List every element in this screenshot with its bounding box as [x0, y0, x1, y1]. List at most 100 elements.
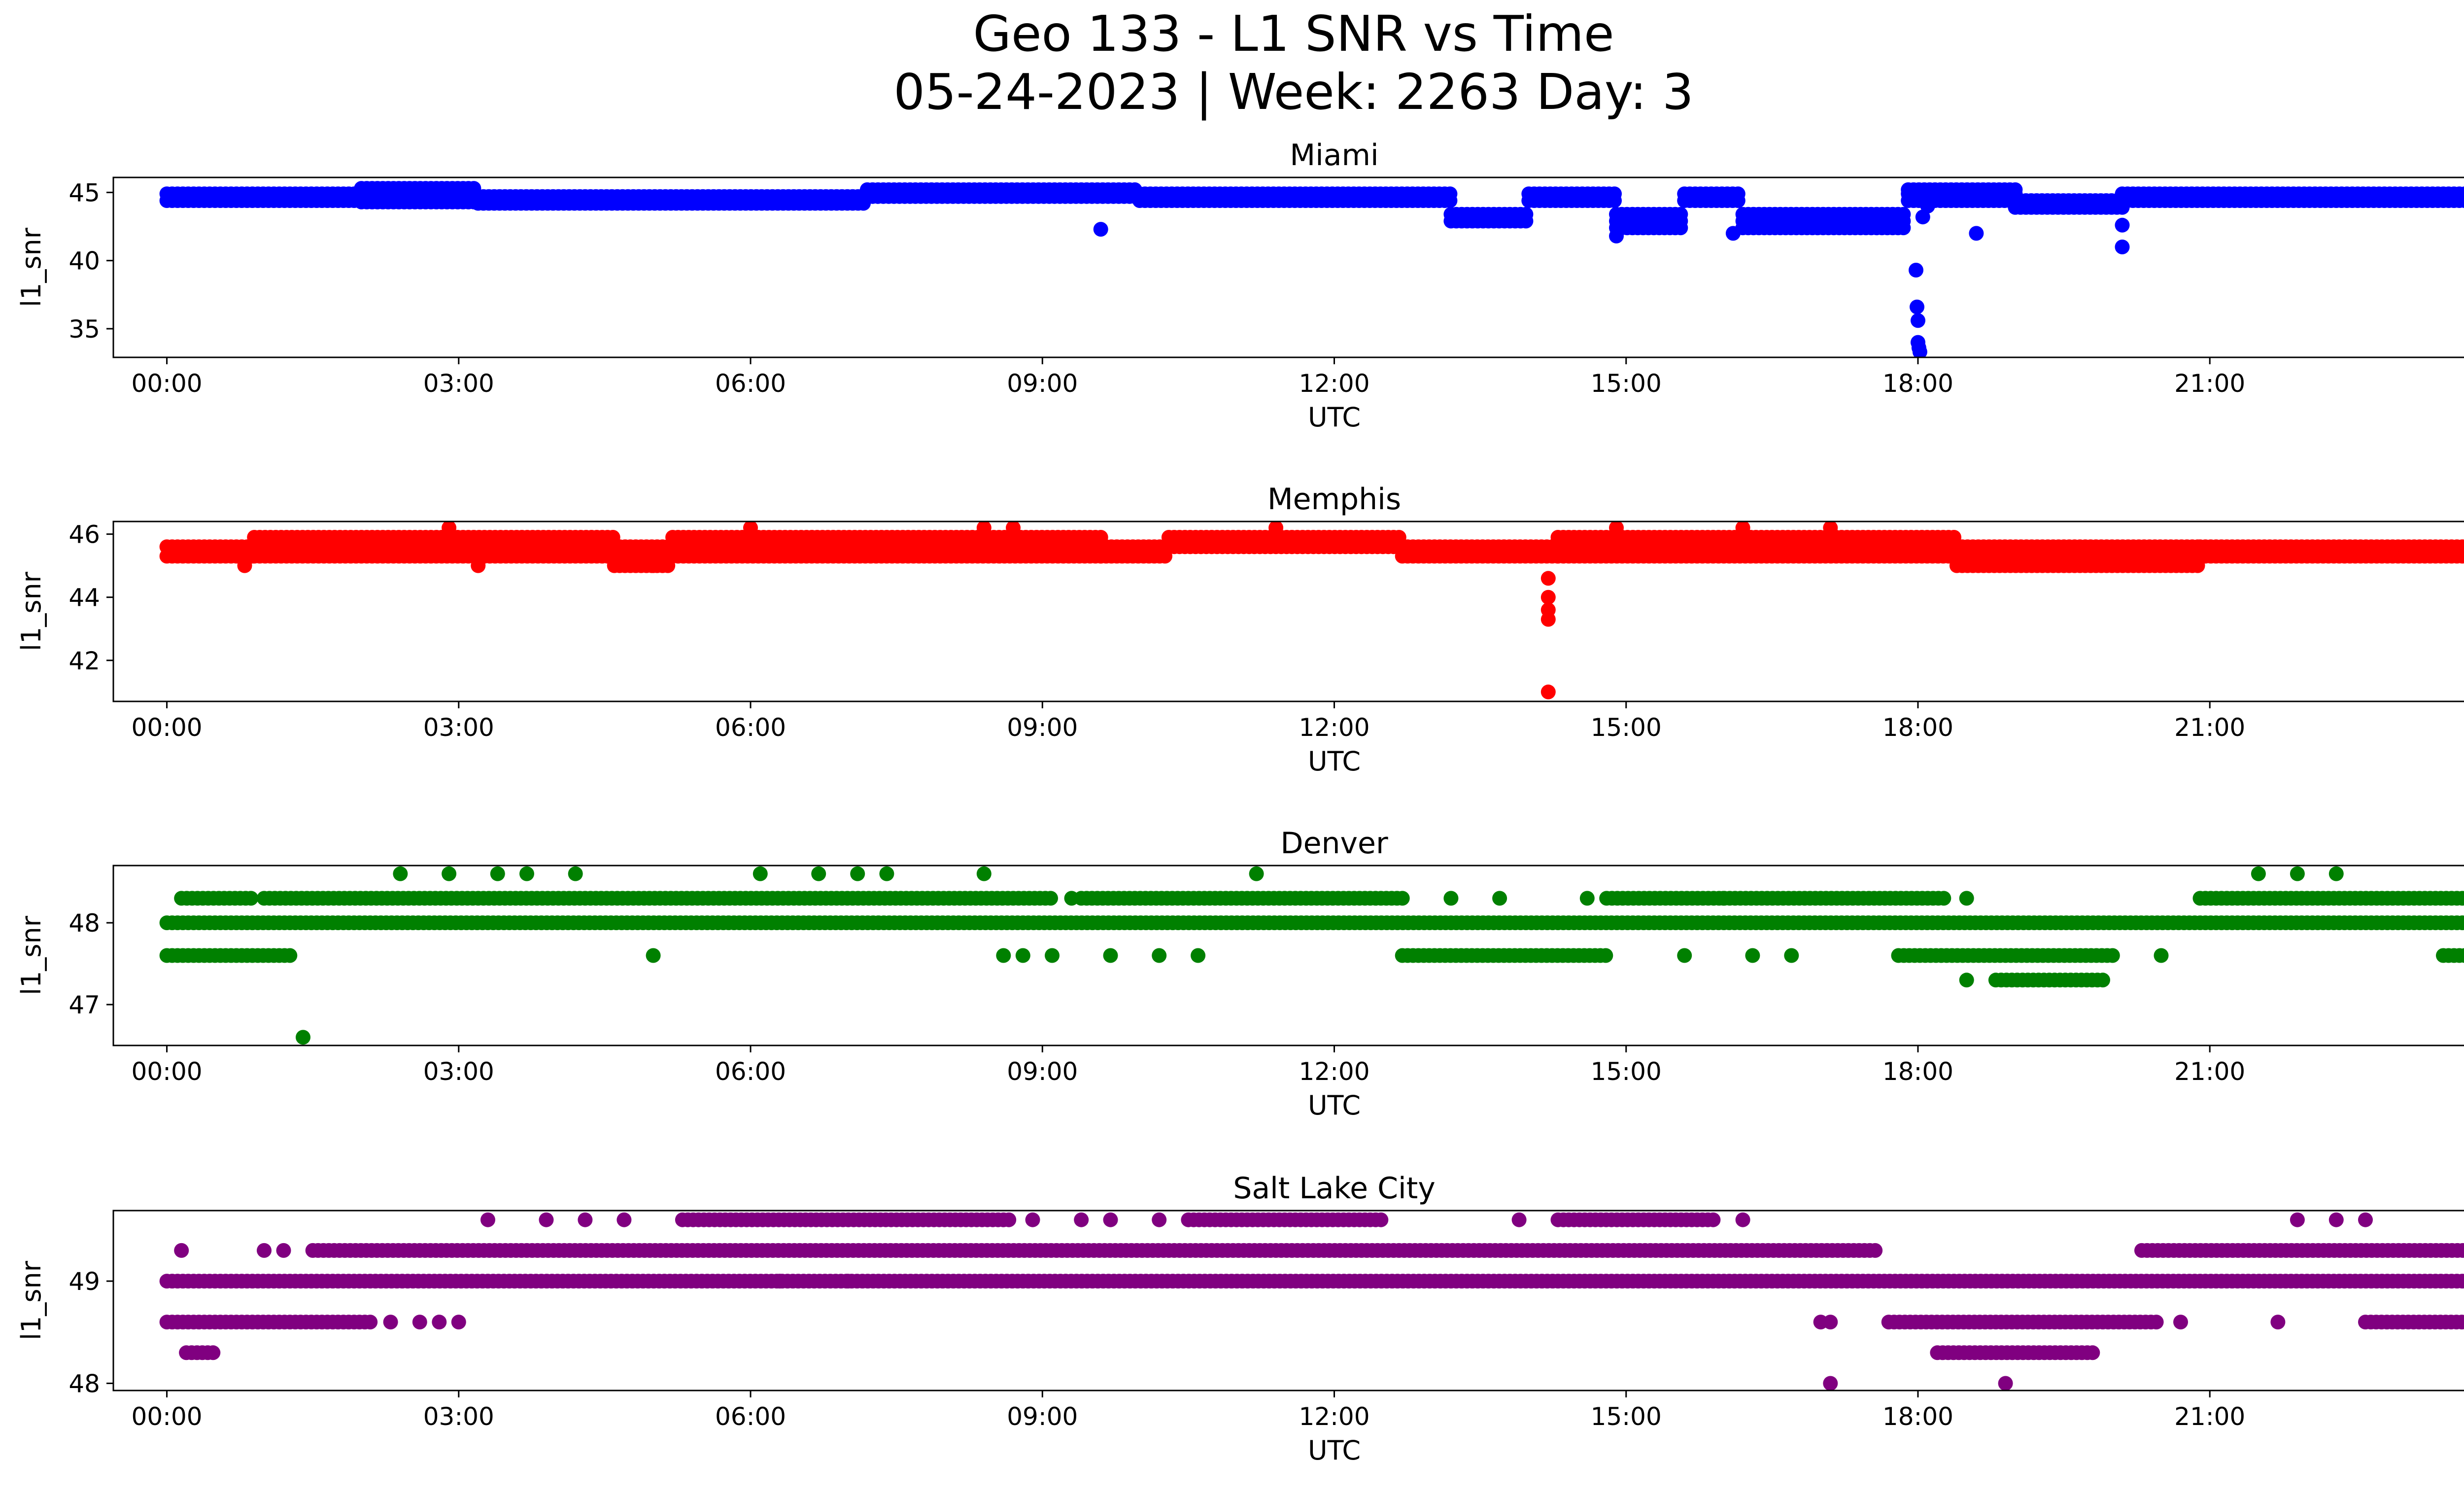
data-point [1607, 186, 1622, 202]
data-point [363, 1315, 378, 1330]
data-point [2154, 948, 2169, 963]
data-point [1045, 948, 1060, 963]
y-axis-label: l1_snr [16, 1260, 47, 1340]
data-point [850, 866, 865, 881]
data-point [811, 866, 826, 881]
x-axis-label: UTC [1308, 1435, 1361, 1466]
data-point [1511, 1212, 1527, 1227]
data-point [442, 522, 457, 535]
data-point [1823, 522, 1838, 535]
x-tick-label: 03:00 [423, 1402, 494, 1431]
data-point [2270, 1315, 2286, 1330]
data-point [2460, 892, 2464, 905]
y-tick-label: 42 [68, 647, 100, 675]
y-tick-label: 46 [68, 521, 100, 549]
data-point [2085, 1345, 2100, 1360]
data-point [2460, 916, 2464, 930]
data-point [1268, 522, 1284, 535]
data-point [1716, 891, 1731, 906]
data-point [879, 866, 894, 881]
data-point [519, 866, 534, 881]
data-point [257, 1243, 272, 1258]
data-point [2173, 1315, 2188, 1330]
data-point [1025, 1212, 1040, 1227]
data-point [2290, 1212, 2305, 1227]
x-tick-label: 00:00 [132, 1057, 203, 1086]
data-point [976, 866, 992, 881]
data-point [1784, 948, 1799, 963]
data-point [2461, 1244, 2464, 1257]
x-tick-label: 21:00 [2174, 1057, 2245, 1086]
subplot-panels: Miami 00:00 03:00 06:00 09:00 12:00 15:00 18:00… [16, 138, 2464, 1466]
data-point [243, 891, 259, 906]
y-axis-label: l1_snr [16, 227, 47, 307]
data-point [1152, 948, 1167, 963]
data-point [442, 866, 457, 881]
y-tick-label: 48 [68, 909, 100, 938]
data-point [2290, 866, 2305, 881]
data-points [159, 522, 2464, 699]
data-point [1609, 522, 1624, 535]
x-axis-label: UTC [1308, 1090, 1361, 1121]
data-point [393, 866, 408, 881]
data-point [2358, 1212, 2373, 1227]
x-tick-label: 09:00 [1007, 1402, 1078, 1431]
subplot-3: Salt Lake City 00:00 03:00 06:00 09:00 12:00 1… [16, 1171, 2464, 1466]
data-point [1609, 228, 1624, 243]
data-point [2457, 948, 2464, 963]
subplot-2: Denver 00:00 03:00 06:00 09:00 12:00 15:00 18:0… [16, 826, 2464, 1121]
x-tick-label: 12:00 [1299, 369, 1369, 398]
data-point [539, 1212, 554, 1227]
data-point [1725, 226, 1741, 241]
data-point [578, 1212, 593, 1227]
x-tick-label: 15:00 [1591, 1402, 1662, 1431]
y-axis-label: l1_snr [16, 571, 47, 651]
x-tick-label: 09:00 [1007, 713, 1078, 742]
data-point [616, 1212, 632, 1227]
data-points [159, 1212, 2464, 1391]
data-point [1373, 1212, 1389, 1227]
y-tick-label: 45 [68, 178, 100, 207]
data-point [1492, 891, 1507, 906]
x-axis-label: UTC [1308, 746, 1361, 777]
x-tick-label: 06:00 [715, 369, 786, 398]
data-point [1043, 891, 1058, 906]
data-point [205, 1345, 221, 1360]
data-point [451, 1315, 466, 1330]
subplot-0: Miami 00:00 03:00 06:00 09:00 12:00 15:00 18:00… [16, 138, 2464, 433]
x-tick-label: 12:00 [1299, 1402, 1369, 1431]
data-point [1735, 1212, 1750, 1227]
data-point [2460, 1315, 2464, 1329]
data-point [1896, 207, 1911, 222]
data-point [1249, 866, 1264, 881]
data-point [1677, 948, 1692, 963]
data-point [1969, 226, 1984, 241]
data-point [2460, 540, 2464, 554]
data-point [1706, 1212, 1721, 1227]
x-tick-label: 09:00 [1007, 369, 1078, 398]
data-points [159, 181, 2464, 357]
data-point [2463, 189, 2464, 198]
data-point [996, 948, 1011, 963]
figure-title-line-1: Geo 133 - L1 SNR vs Time [973, 5, 1614, 63]
data-point [432, 1315, 447, 1330]
y-tick-label: 48 [68, 1369, 100, 1398]
x-tick-label: 09:00 [1007, 1057, 1078, 1086]
data-point [2460, 1274, 2464, 1288]
data-point [276, 1243, 291, 1258]
y-tick-label: 47 [68, 991, 100, 1019]
x-tick-label: 03:00 [423, 713, 494, 742]
x-tick-label: 06:00 [715, 713, 786, 742]
data-point [1598, 948, 1613, 963]
data-point [1191, 948, 1206, 963]
subplot-title: Denver [1280, 826, 1388, 861]
data-point [1868, 1243, 1883, 1258]
data-point [1540, 590, 1556, 605]
data-point [568, 866, 583, 881]
y-axis-label: l1_snr [16, 915, 47, 995]
data-point [1998, 1376, 2013, 1391]
data-point [296, 1030, 310, 1045]
data-point [1912, 344, 1927, 357]
